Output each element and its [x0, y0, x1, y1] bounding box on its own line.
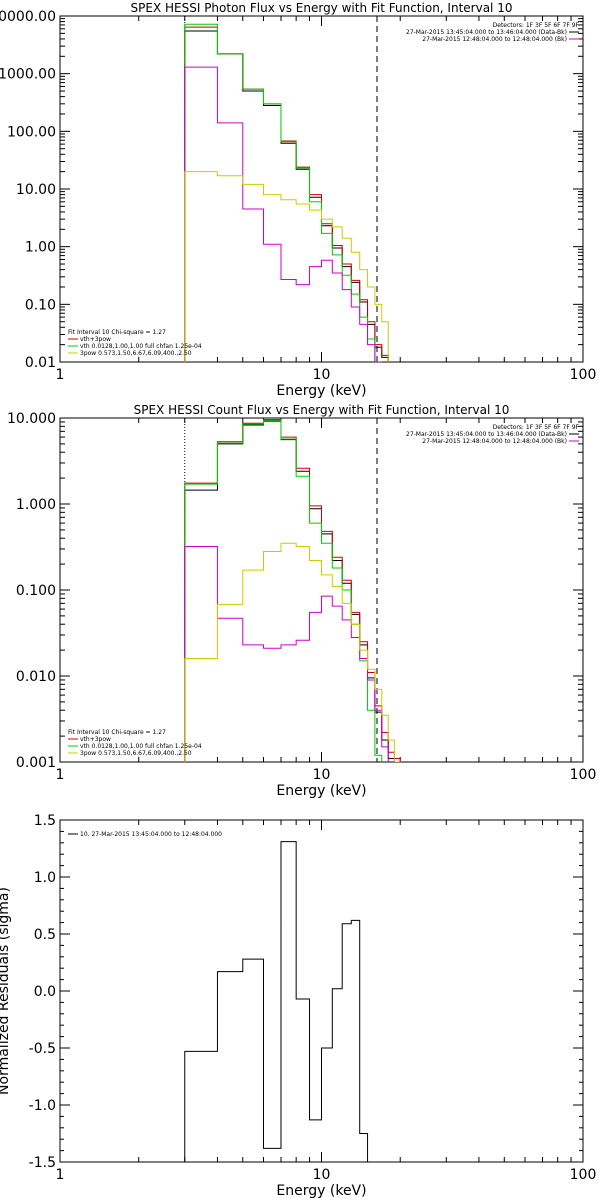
series-group: [184, 841, 376, 1162]
x-tick-label: 10: [313, 767, 331, 783]
y-tick-label: 10.000: [7, 411, 56, 427]
x-axis-label: Energy (keV): [276, 783, 366, 799]
y-tick-label: 0.010: [16, 669, 56, 685]
series-line-3: [184, 419, 383, 762]
plot-frame: [59, 15, 584, 363]
legend-entry: 27-Mar-2015 13:45:04.000 to 13:46:04.000…: [406, 431, 567, 438]
series-group: [184, 419, 401, 762]
chart-title: SPEX HESSI Photon Flux vs Energy with Fi…: [131, 1, 513, 15]
legend-entry: 27-Mar-2015 12:48:04.000 to 12:48:04.000…: [422, 36, 567, 43]
series-line-3: [184, 23, 376, 362]
y-tick-label: 0.001: [16, 755, 56, 771]
y-tick-label: 0.0: [34, 984, 56, 1000]
y-tick-label: 1.0: [34, 870, 56, 886]
legend-entry: 10. 27-Mar-2015 13:45:04.000 to 12:48:04…: [80, 831, 222, 838]
y-tick-label: 1000.00: [0, 67, 56, 83]
legend-entry: 27-Mar-2015 13:45:04.000 to 13:46:04.000…: [406, 29, 567, 36]
series-line-1: [184, 30, 389, 362]
legend-entry: vth 0.0128,1.00,1.00 full chfan 1.25e-04: [80, 743, 202, 750]
legend-header: Detectors: 1F 3F 5F 6F 7F 9F: [493, 424, 580, 431]
series-line-2: [184, 26, 389, 362]
legend-entry: vth 0.0128,1.00,1.00 full chfan 1.25e-04: [80, 343, 202, 350]
series-line-2: [184, 419, 401, 762]
y-tick-label: 100.00: [7, 124, 56, 140]
y-tick-label: -0.5: [29, 1041, 56, 1057]
series-group: [184, 23, 389, 362]
legend-entry: vth+3pow: [80, 336, 111, 343]
series-line-4: [184, 66, 383, 362]
y-tick-label: 0.5: [34, 927, 56, 943]
x-tick-label: 1: [56, 767, 65, 783]
y-tick-label: -1.5: [29, 1155, 56, 1171]
chart-title: SPEX HESSI Count Flux vs Energy with Fit…: [134, 403, 510, 417]
x-tick-label: 100: [570, 767, 597, 783]
series-line-4: [184, 546, 389, 762]
y-axis-label: Normalized Residuals (sigma): [0, 887, 12, 1095]
series-line-5: [184, 542, 401, 762]
panel-3: Energy (keV) Normalized Residuals (sigma)…: [0, 813, 597, 1199]
plot-frame: [59, 417, 584, 763]
series-line-1: [184, 420, 395, 762]
y-tick-label: 1.000: [16, 497, 56, 513]
y-tick-label: -1.0: [29, 1098, 56, 1114]
x-tick-label: 10: [313, 367, 331, 383]
y-tick-label: 0.10: [25, 297, 56, 313]
legend-entry: vth+3pow: [80, 736, 111, 743]
y-tick-label: 10.00: [16, 182, 56, 198]
legend-header: Detectors: 1F 3F 5F 6F 7F 9F: [493, 22, 580, 29]
legend-entry: 3pow 0.573,1.50,6.67,6.09,400.,2.50: [80, 750, 192, 757]
legend-header: Fit Interval 10 Chi-square = 1.27: [68, 729, 166, 736]
x-axis-label: Energy (keV): [276, 383, 366, 399]
legend-entry: 27-Mar-2015 12:48:04.000 to 12:48:04.000…: [422, 438, 567, 445]
y-tick-label: 0.01: [25, 355, 56, 371]
panel-2: SPEX HESSI Count Flux vs Energy with Fit…: [7, 403, 597, 799]
x-tick-label: 100: [570, 1167, 597, 1183]
x-tick-label: 1: [56, 367, 65, 383]
y-tick-label: 0.100: [16, 583, 56, 599]
x-tick-label: 100: [570, 367, 597, 383]
x-tick-label: 10: [313, 1167, 331, 1183]
y-tick-label: 1.00: [25, 240, 56, 256]
panel-1: SPEX HESSI Photon Flux vs Energy with Fi…: [0, 1, 597, 399]
y-tick-label: 1.5: [34, 813, 56, 829]
legend-entry: 3pow 0.573,1.50,6.67,6.09,400.,2.50: [80, 350, 192, 357]
series-line-5: [184, 171, 389, 362]
series-line-1: [184, 841, 376, 1162]
y-tick-label: 10000.00: [0, 9, 56, 25]
x-axis-label: Energy (keV): [276, 1183, 366, 1199]
x-tick-label: 1: [56, 1167, 65, 1183]
legend-header: Fit Interval 10 Chi-square = 1.27: [68, 329, 166, 336]
